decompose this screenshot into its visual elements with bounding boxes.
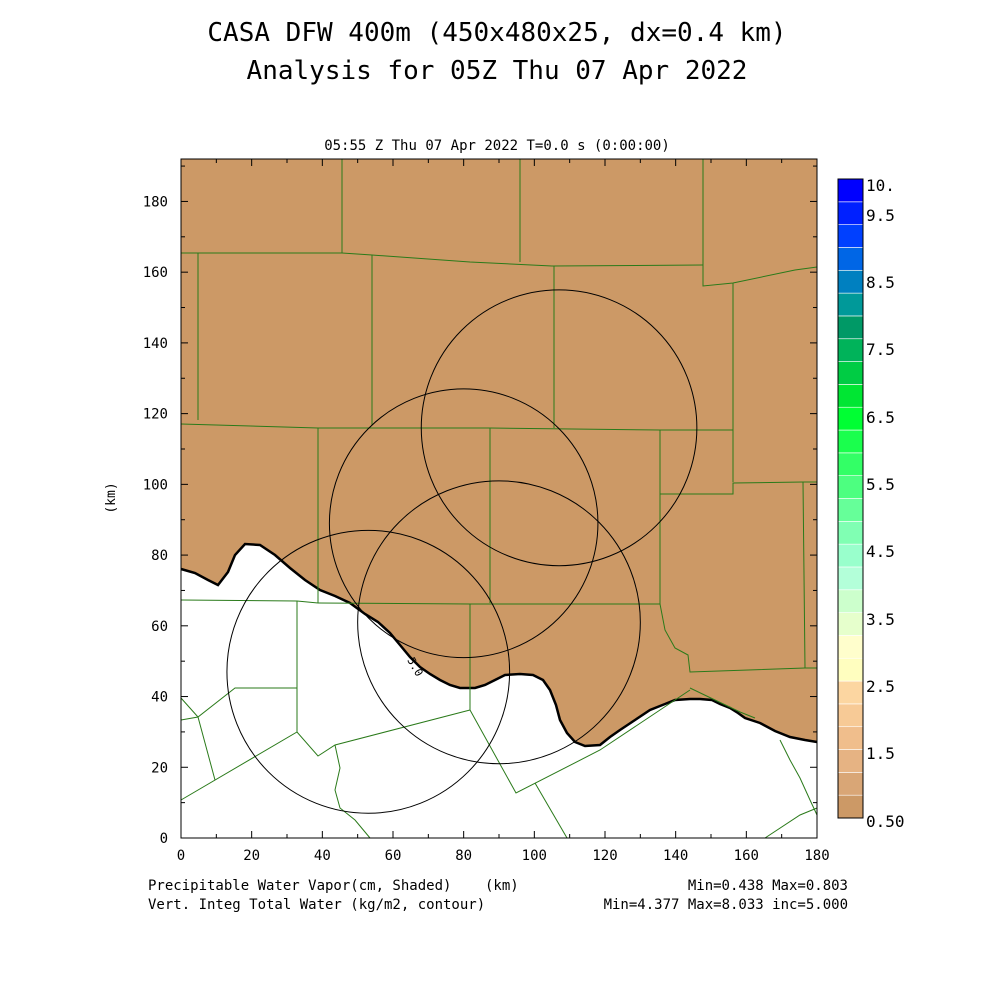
x-tick-label: 120 (592, 848, 617, 864)
colorbar-swatch (837, 224, 864, 248)
x-axis-label: (km) (485, 878, 519, 894)
colorbar-label: 9.5 (866, 206, 895, 225)
x-tick-label: 180 (804, 848, 829, 864)
x-tick-label: 60 (385, 848, 402, 864)
footer-contour-stats: Min=4.377 Max=8.033 inc=5.000 (604, 897, 848, 913)
y-tick-label: 100 (143, 477, 168, 493)
pw-shaded-region (181, 159, 817, 746)
colorbar-label: 0.50 (866, 812, 905, 831)
colorbar-swatch (837, 201, 864, 225)
radar-ring (420, 289, 698, 567)
x-tick-label: 160 (734, 848, 759, 864)
colorbar-swatch (837, 384, 864, 408)
radar-ring (226, 529, 511, 814)
colorbar-swatch (837, 589, 864, 613)
county-boundaries (180, 159, 818, 839)
y-tick-label: 140 (143, 336, 168, 352)
colorbar-label: 10. (866, 176, 895, 195)
colorbar-swatch (837, 361, 864, 385)
radar-ring (357, 480, 641, 765)
time-subtitle: 05:55 Z Thu 07 Apr 2022 T=0.0 s (0:00:00… (324, 138, 670, 154)
x-tick-label: 80 (455, 848, 472, 864)
colorbar-swatch (837, 657, 864, 682)
colorbar-label: 2.5 (866, 677, 895, 696)
colorbar-swatch (837, 772, 864, 796)
colorbar-swatch (837, 475, 864, 499)
colorbar-label: 4.5 (866, 542, 895, 561)
x-tick-label: 20 (243, 848, 260, 864)
colorbar-swatch (837, 269, 864, 294)
colorbar-swatch (837, 498, 864, 522)
y-axis: 0 20 40 60 80 100 120 140 160 180 (143, 165, 817, 847)
x-tick-label: 140 (663, 848, 688, 864)
y-axis-label: (km) (104, 482, 119, 513)
colorbar-swatch (837, 726, 864, 750)
colorbar-swatch (837, 292, 864, 317)
colorbar-label: 5.5 (866, 475, 895, 494)
colorbar-swatch (837, 247, 864, 271)
colorbar-swatch (837, 338, 864, 362)
y-tick-label: 0 (160, 831, 168, 847)
colorbar-swatch (837, 452, 864, 476)
y-tick-label: 80 (151, 548, 168, 564)
title-line1: CASA DFW 400m (450x480x25, dx=0.4 km) (207, 18, 786, 48)
colorbar-swatch (837, 543, 864, 568)
plot-area: 5.0 (180, 158, 818, 839)
colorbar-swatch (837, 178, 864, 203)
x-tick-label: 100 (522, 848, 547, 864)
x-tick-label: 40 (314, 848, 331, 864)
colorbar-label: 1.5 (866, 744, 895, 763)
colorbar-swatch (837, 612, 864, 636)
colorbar-swatch (837, 521, 864, 545)
colorbar-swatch (837, 794, 864, 819)
colorbar-swatch (837, 635, 864, 659)
footer-shaded-field: Precipitable Water Vapor(cm, Shaded) (148, 878, 451, 894)
colorbar-swatch (837, 566, 864, 591)
colorbar-swatch (837, 406, 864, 431)
radar-ring (328, 388, 599, 659)
colorbar-frame (837, 178, 864, 819)
colorbar-label: 6.5 (866, 408, 895, 427)
colorbar-label: 7.5 (866, 340, 895, 359)
footer-shaded-stats: Min=0.438 Max=0.803 (688, 878, 848, 894)
colorbar-label: 3.5 (866, 610, 895, 629)
y-tick-label: 40 (151, 690, 168, 706)
footer-contour-field: Vert. Integ Total Water (kg/m2, contour) (148, 897, 485, 913)
colorbar: 10. 9.5 8.5 7.5 6.5 5.5 4.5 3.5 2.5 1.5 0.50 (837, 176, 905, 831)
colorbar-swatch (837, 315, 864, 340)
y-tick-label: 120 (143, 407, 168, 423)
radar-rings (226, 289, 698, 814)
title-line2: Analysis for 05Z Thu 07 Apr 2022 (247, 56, 748, 86)
colorbar-swatch (837, 680, 864, 705)
x-axis: 0 20 40 60 80 100 120 140 160 180 (177, 159, 830, 864)
y-tick-label: 60 (151, 619, 168, 635)
colorbar-swatch (837, 703, 864, 728)
colorbar-swatch (837, 749, 864, 773)
colorbar-label: 8.5 (866, 273, 895, 292)
y-tick-label: 160 (143, 265, 168, 281)
x-tick-label: 0 (177, 848, 185, 864)
colorbar-swatch (837, 429, 864, 454)
pw-boundary-contour (180, 542, 818, 748)
y-tick-label: 180 (143, 194, 168, 210)
y-tick-label: 20 (151, 760, 168, 776)
